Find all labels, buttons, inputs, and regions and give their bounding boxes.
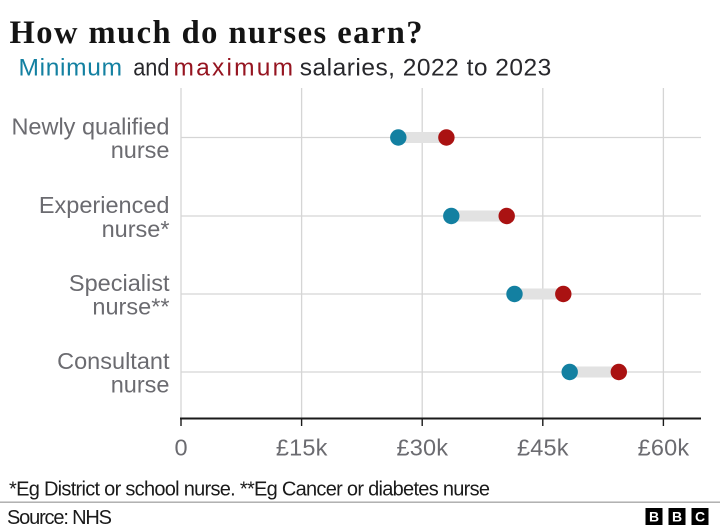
svg-text:*Eg District or school nurse.: *Eg District or school nurse. **Eg Cance… — [9, 478, 490, 500]
svg-text:£15k: £15k — [276, 435, 328, 461]
svg-text:nurse*: nurse* — [102, 216, 170, 242]
svg-text:Experienced: Experienced — [39, 192, 170, 218]
svg-text:Consultant: Consultant — [57, 348, 170, 374]
svg-text:Specialist: Specialist — [69, 270, 170, 296]
svg-text:and: and — [133, 54, 169, 81]
svg-text:0: 0 — [174, 435, 187, 461]
svg-text:Newly qualified: Newly qualified — [11, 114, 169, 140]
svg-text:£60k: £60k — [638, 435, 690, 461]
svg-text:£30k: £30k — [396, 435, 448, 461]
svg-text:How much do nurses earn?: How much do nurses earn? — [10, 15, 423, 51]
svg-text:maximum: maximum — [174, 54, 294, 81]
svg-text:nurse: nurse — [111, 372, 170, 398]
svg-text:C: C — [695, 509, 705, 525]
svg-text:B: B — [649, 509, 659, 525]
svg-text:nurse**: nurse** — [92, 294, 169, 320]
svg-text:B: B — [672, 509, 682, 525]
svg-text:nurse: nurse — [111, 137, 170, 163]
svg-text:Minimum: Minimum — [19, 54, 123, 81]
svg-text:salaries, 2022 to 2023: salaries, 2022 to 2023 — [300, 54, 552, 81]
svg-text:Source: NHS: Source: NHS — [7, 507, 112, 529]
svg-text:£45k: £45k — [517, 435, 569, 461]
